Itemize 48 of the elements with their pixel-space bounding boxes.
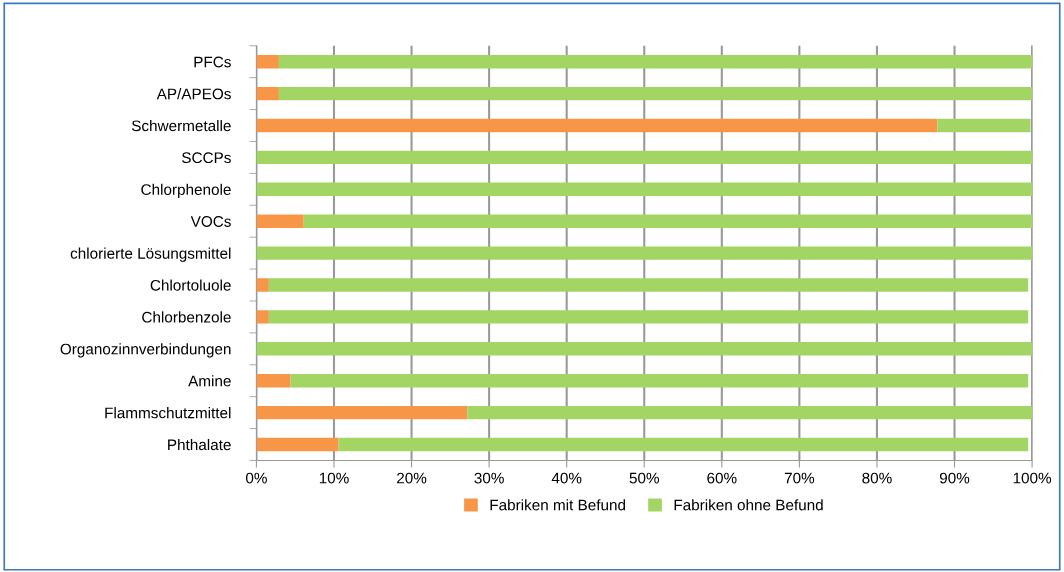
y-tick-label: Chlorbenzole: [142, 311, 231, 323]
bar: [256, 342, 1033, 356]
y-tick-label: Amine: [188, 375, 231, 387]
bar: [256, 86, 279, 101]
bar: [256, 405, 468, 420]
x-tick-label: 10%: [319, 472, 349, 484]
y-tick-label: Chlorphenole: [141, 183, 231, 199]
bar: [278, 86, 1033, 101]
y-tick-label: AP/APEOs: [156, 88, 231, 100]
bar: [303, 214, 1033, 228]
x-tick-label: 100%: [1013, 472, 1052, 484]
x-tick-label: 90%: [939, 472, 970, 484]
y-tick-label: Phthalate: [168, 438, 231, 451]
bar: [467, 405, 1033, 420]
bar: [268, 310, 1029, 324]
y-tick-label: Organozinnverbindungen: [60, 343, 231, 358]
bar: [256, 437, 339, 452]
bar: [256, 278, 269, 292]
bar: [256, 246, 1033, 260]
bar: [290, 374, 1029, 388]
bar: [256, 150, 1033, 165]
bar: [338, 437, 1029, 452]
bar: [256, 374, 291, 388]
bar: [256, 182, 1033, 197]
legend-label: Fabriken mit Befund: [490, 499, 626, 511]
legend-label: Fabriken ohne Befund: [674, 499, 823, 511]
y-tick-label: Flammschutzmittel: [105, 407, 231, 419]
y-tick-label: VOCs: [190, 216, 231, 227]
x-tick-label: 70%: [784, 472, 815, 484]
bar: [268, 278, 1029, 292]
x-tick-label: 80%: [862, 472, 892, 484]
x-tick-label: 40%: [551, 472, 582, 484]
bar: [278, 55, 1033, 69]
bar: [256, 214, 304, 228]
x-tick-label: 60%: [707, 472, 737, 484]
bar: [256, 55, 279, 69]
y-tick-label: Schwermetalle: [131, 119, 231, 132]
x-tick-label: 0%: [245, 472, 267, 484]
x-tick-label: 30%: [474, 472, 504, 484]
bar: [256, 310, 269, 324]
y-tick-label: SCCPs: [182, 152, 231, 164]
x-tick-label: 50%: [629, 472, 659, 484]
y-tick-label: Chlortoluole: [150, 279, 231, 291]
y-tick-label: PFCs: [194, 56, 231, 68]
y-tick-label: chlorierte Lösungsmittel: [70, 247, 231, 262]
bar: [937, 118, 1031, 133]
bar: [256, 118, 938, 133]
x-tick-label: 20%: [397, 472, 427, 484]
